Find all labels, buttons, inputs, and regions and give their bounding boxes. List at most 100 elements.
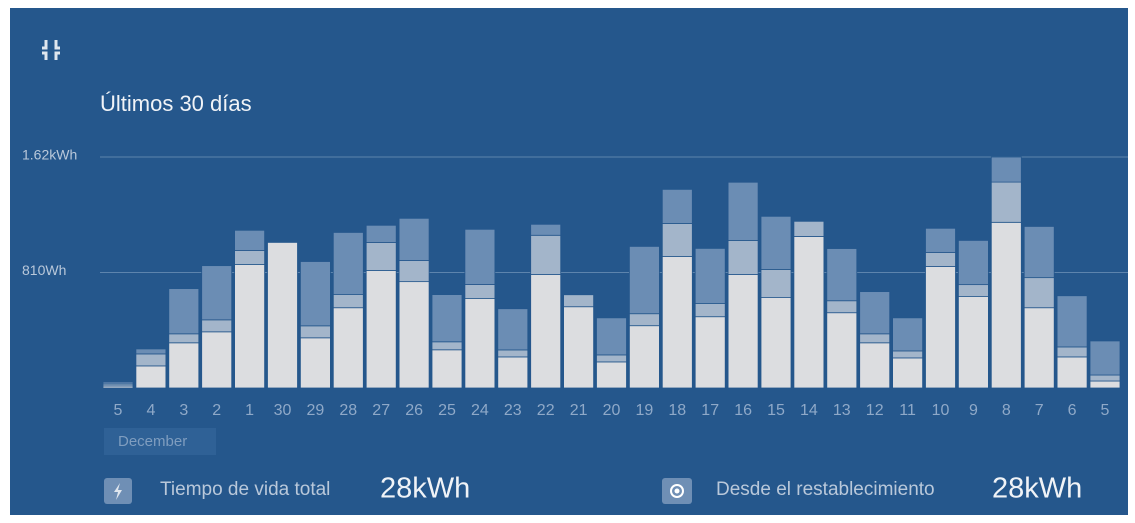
bar-segment	[990, 156, 1022, 183]
bar-segment	[661, 256, 693, 389]
bar-segment	[299, 261, 331, 327]
x-tick-label: 1	[245, 402, 254, 419]
bar-segment	[760, 215, 792, 270]
bar-segment	[464, 284, 496, 299]
lifetime-value: 28kWh	[380, 473, 470, 505]
bar-segment	[694, 248, 726, 304]
bar-segment	[102, 381, 134, 385]
bar-segment	[990, 181, 1022, 223]
bar-segment	[267, 242, 298, 389]
bar-segment	[760, 297, 792, 389]
month-badge	[104, 428, 216, 455]
x-tick-label: 13	[833, 402, 851, 419]
bar-segment	[892, 317, 923, 352]
bar-segment	[464, 298, 496, 389]
x-tick-label: 3	[179, 402, 188, 419]
chart-title: Últimos 30 días	[100, 91, 252, 116]
bar-segment	[299, 337, 331, 389]
bar-segment	[530, 223, 562, 236]
bar-segment	[925, 227, 956, 253]
y-tick-label: 810Wh	[22, 262, 66, 278]
bar-segment	[958, 284, 989, 297]
x-tick-label: 4	[146, 402, 155, 419]
bar-segment	[629, 246, 660, 315]
x-tick-label: 27	[372, 402, 390, 419]
x-tick-label: 16	[734, 402, 752, 419]
x-tick-label: 24	[471, 402, 489, 419]
x-tick-label: 8	[1002, 402, 1011, 419]
bolt	[114, 483, 122, 500]
bar-segment	[1023, 277, 1055, 309]
x-tick-label: 22	[537, 402, 555, 419]
x-tick-label: 17	[701, 402, 719, 419]
bar-segment	[629, 325, 660, 389]
x-tick-label: 26	[405, 402, 423, 419]
bar-segment	[727, 181, 759, 241]
x-tick-label: 10	[932, 402, 950, 419]
bar-segment	[497, 308, 529, 351]
x-tick-label: 30	[274, 402, 292, 419]
reset-dot	[674, 488, 680, 494]
bar-segment	[398, 281, 430, 389]
bar-segment	[793, 236, 825, 389]
bar-segment	[365, 242, 397, 271]
bar-segment	[431, 294, 463, 343]
bar-segment	[892, 357, 923, 389]
bar-segment	[464, 228, 496, 285]
bar-segment	[332, 307, 364, 389]
x-tick-label: 9	[969, 402, 978, 419]
bar-segment	[431, 341, 463, 351]
bar-segment	[1089, 374, 1121, 382]
x-tick-label: 11	[899, 402, 916, 419]
bar-segment	[1089, 340, 1121, 376]
bar-segment	[530, 234, 562, 275]
bar-segment	[958, 240, 989, 286]
x-tick-label: 6	[1068, 402, 1077, 419]
bar-segment	[135, 353, 167, 367]
bar-segment	[431, 349, 463, 389]
bar-segment	[530, 274, 562, 389]
bar-segment	[299, 325, 331, 339]
x-tick-label: 25	[438, 402, 456, 419]
y-tick-label: 1.62kWh	[22, 147, 77, 163]
bar-segment	[234, 264, 266, 389]
reset-value: 28kWh	[992, 473, 1082, 505]
bar-segment	[793, 220, 825, 237]
x-tick-label: 18	[668, 402, 686, 419]
bar-segment	[234, 249, 266, 265]
collapse-icon[interactable]	[42, 40, 60, 60]
lifetime-label: Tiempo de vida total	[160, 479, 330, 500]
bar-segment	[332, 294, 364, 309]
bar-segment	[596, 317, 627, 356]
x-tick-label: 5	[114, 402, 123, 419]
x-tick-label: 21	[570, 402, 588, 419]
bar-segment	[727, 240, 759, 275]
bar-segment	[892, 350, 923, 359]
x-tick-label: 7	[1035, 402, 1044, 419]
x-tick-label: 5	[1101, 402, 1110, 419]
x-tick-label: 29	[307, 402, 325, 419]
bar-segment	[168, 288, 200, 335]
bar-segment	[234, 229, 266, 251]
bar-segment	[563, 294, 594, 308]
bar-segment	[1056, 346, 1088, 358]
bar-segment	[201, 265, 233, 321]
bar-segment	[1056, 356, 1088, 389]
x-tick-label: 12	[866, 402, 884, 419]
x-tick-label: 23	[504, 402, 522, 419]
bar-segment	[1089, 380, 1121, 389]
bar-segment	[332, 232, 364, 296]
bar-segment	[694, 316, 726, 389]
bar-segment	[694, 303, 726, 318]
bar-segment	[365, 224, 397, 243]
bar-segment	[1023, 307, 1055, 389]
bar-segment	[1056, 295, 1088, 348]
bar-segment	[497, 349, 529, 358]
bar-segment	[596, 361, 627, 389]
bar-segment	[398, 217, 430, 261]
bar-segment	[727, 274, 759, 389]
x-axis-label: December	[118, 433, 187, 450]
bar-segment	[168, 342, 200, 389]
